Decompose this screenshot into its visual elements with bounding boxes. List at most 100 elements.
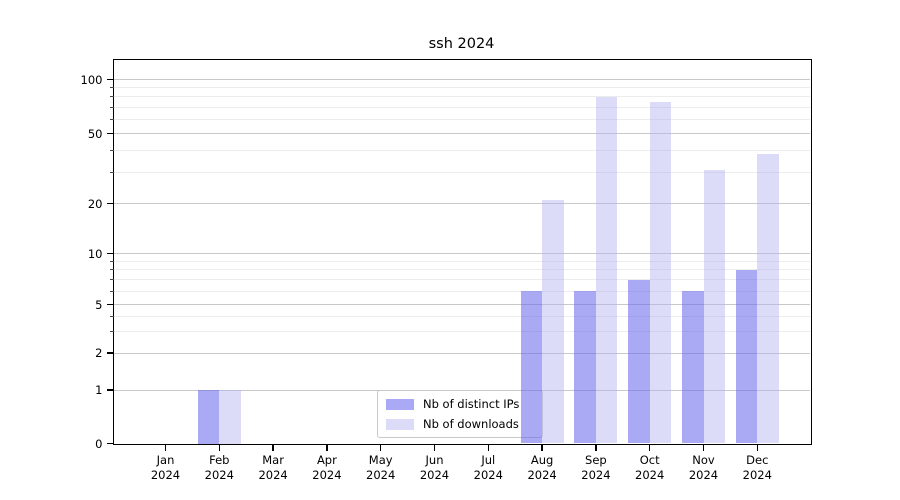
y-axis-label-5: 5 [95,297,103,312]
y-axis-label-0: 0 [95,436,103,451]
y-minortick-30 [109,172,114,174]
x-axis-year-oct: 2024 [635,467,665,482]
x-axis-label-dec: Dec 2024 [725,453,789,483]
gridline-minor-8 [113,269,810,271]
x-tick-sep [595,445,597,451]
x-tick-may [380,445,382,451]
x-axis-year-feb: 2024 [204,467,234,482]
x-tick-aug [541,445,543,451]
gridline-major-20 [113,203,810,204]
bar-downloads-dec [757,154,779,444]
x-tick-mar [272,445,274,451]
y-axis-label-50: 50 [87,126,103,141]
bar-downloads-aug [542,199,564,444]
y-axis-label-10: 10 [87,246,103,261]
bar-ips-nov [682,291,704,444]
legend-label-distinct-ips: Nb of distinct IPs [423,397,520,411]
bar-downloads-feb [219,390,241,444]
y-minortick-80 [109,96,114,98]
y-tick-100 [107,78,114,81]
x-axis-year-jul: 2024 [473,467,503,482]
x-axis-label-jul: Jul 2024 [456,453,520,483]
x-axis-year-jun: 2024 [419,467,450,482]
y-minortick-90 [109,87,114,89]
legend: Nb of distinct IPs Nb of downloads [377,390,543,438]
y-tick-0 [107,442,114,445]
y-axis-label-20: 20 [87,196,103,211]
bar-ips-aug [520,291,543,444]
y-minortick-70 [109,106,114,108]
x-tick-nov [702,445,705,451]
gridline-minor-7 [113,279,810,281]
y-minortick-9 [109,260,114,262]
x-axis-label-mar: Mar 2024 [241,453,305,483]
gridline-major-2 [113,352,810,354]
y-tick-2 [107,352,114,354]
y-minortick-60 [109,118,114,120]
x-axis-year-sep: 2024 [581,467,611,482]
y-minortick-4 [109,315,114,317]
x-tick-apr [326,445,328,451]
y-tick-20 [107,202,114,205]
x-axis-label-sep: Sep 2024 [564,453,628,483]
chart-title: ssh 2024 [428,36,495,52]
x-axis-year-apr: 2024 [312,467,342,482]
y-tick-1 [107,389,114,391]
x-axis-label-may: May 2024 [349,453,413,483]
bar-downloads-oct [649,101,672,444]
gridline-major-100 [113,79,810,80]
x-tick-oct [649,445,651,451]
x-axis-label-nov: Nov 2024 [672,453,736,483]
x-tick-jun [433,445,436,451]
y-axis-label-2: 2 [95,346,103,360]
y-axis-label-1: 1 [95,383,103,397]
gridline-minor-70 [113,106,810,108]
gridline-minor-4 [113,315,810,317]
y-minortick-7 [109,279,114,281]
gridline-major-50 [113,133,810,134]
x-axis-label-feb: Feb 2024 [187,453,251,483]
x-axis-year-jan: 2024 [150,467,181,482]
gridline-minor-60 [113,118,810,120]
bar-ips-dec [735,269,758,444]
gridline-minor-40 [113,150,810,152]
x-axis-label-jan: Jan 2024 [134,453,198,483]
x-axis-year-nov: 2024 [688,467,719,482]
x-axis-year-mar: 2024 [258,467,288,482]
x-axis-label-jun: Jun 2024 [403,453,467,483]
gridline-minor-90 [113,87,810,89]
legend-item-distinct-ips: Nb of distinct IPs [378,396,542,412]
gridline-minor-6 [113,290,810,292]
gridline-major-10 [113,253,810,254]
bar-ips-sep [574,291,596,444]
x-axis-label-aug: Aug 2024 [510,453,574,483]
y-tick-10 [107,252,114,255]
x-tick-dec [756,445,758,451]
gridline-minor-80 [113,96,810,98]
bar-downloads-nov [703,170,725,444]
gridline-minor-3 [113,331,810,333]
x-axis-year-aug: 2024 [527,467,557,482]
y-axis-label-100: 100 [80,72,103,87]
legend-swatch-downloads [386,418,414,430]
legend-swatch-distinct-ips [386,398,414,410]
legend-item-downloads: Nb of downloads [378,416,542,432]
bar-ips-oct [628,279,650,444]
y-minortick-6 [109,290,114,292]
gridline-minor-9 [113,260,810,262]
gridline-major-5 [113,304,810,305]
gridline-minor-30 [113,172,810,174]
x-axis-label-oct: Oct 2024 [618,453,682,483]
x-tick-feb [218,445,220,451]
y-tick-50 [107,132,114,135]
x-axis-year-may: 2024 [366,467,396,482]
x-axis-year-dec: 2024 [742,467,772,482]
bar-downloads-sep [595,96,618,444]
y-minortick-8 [109,269,114,271]
legend-label-downloads: Nb of downloads [423,417,519,431]
x-tick-jan [164,445,167,451]
y-minortick-3 [109,331,114,333]
bar-ips-feb [197,390,220,444]
x-axis-label-apr: Apr 2024 [295,453,359,483]
